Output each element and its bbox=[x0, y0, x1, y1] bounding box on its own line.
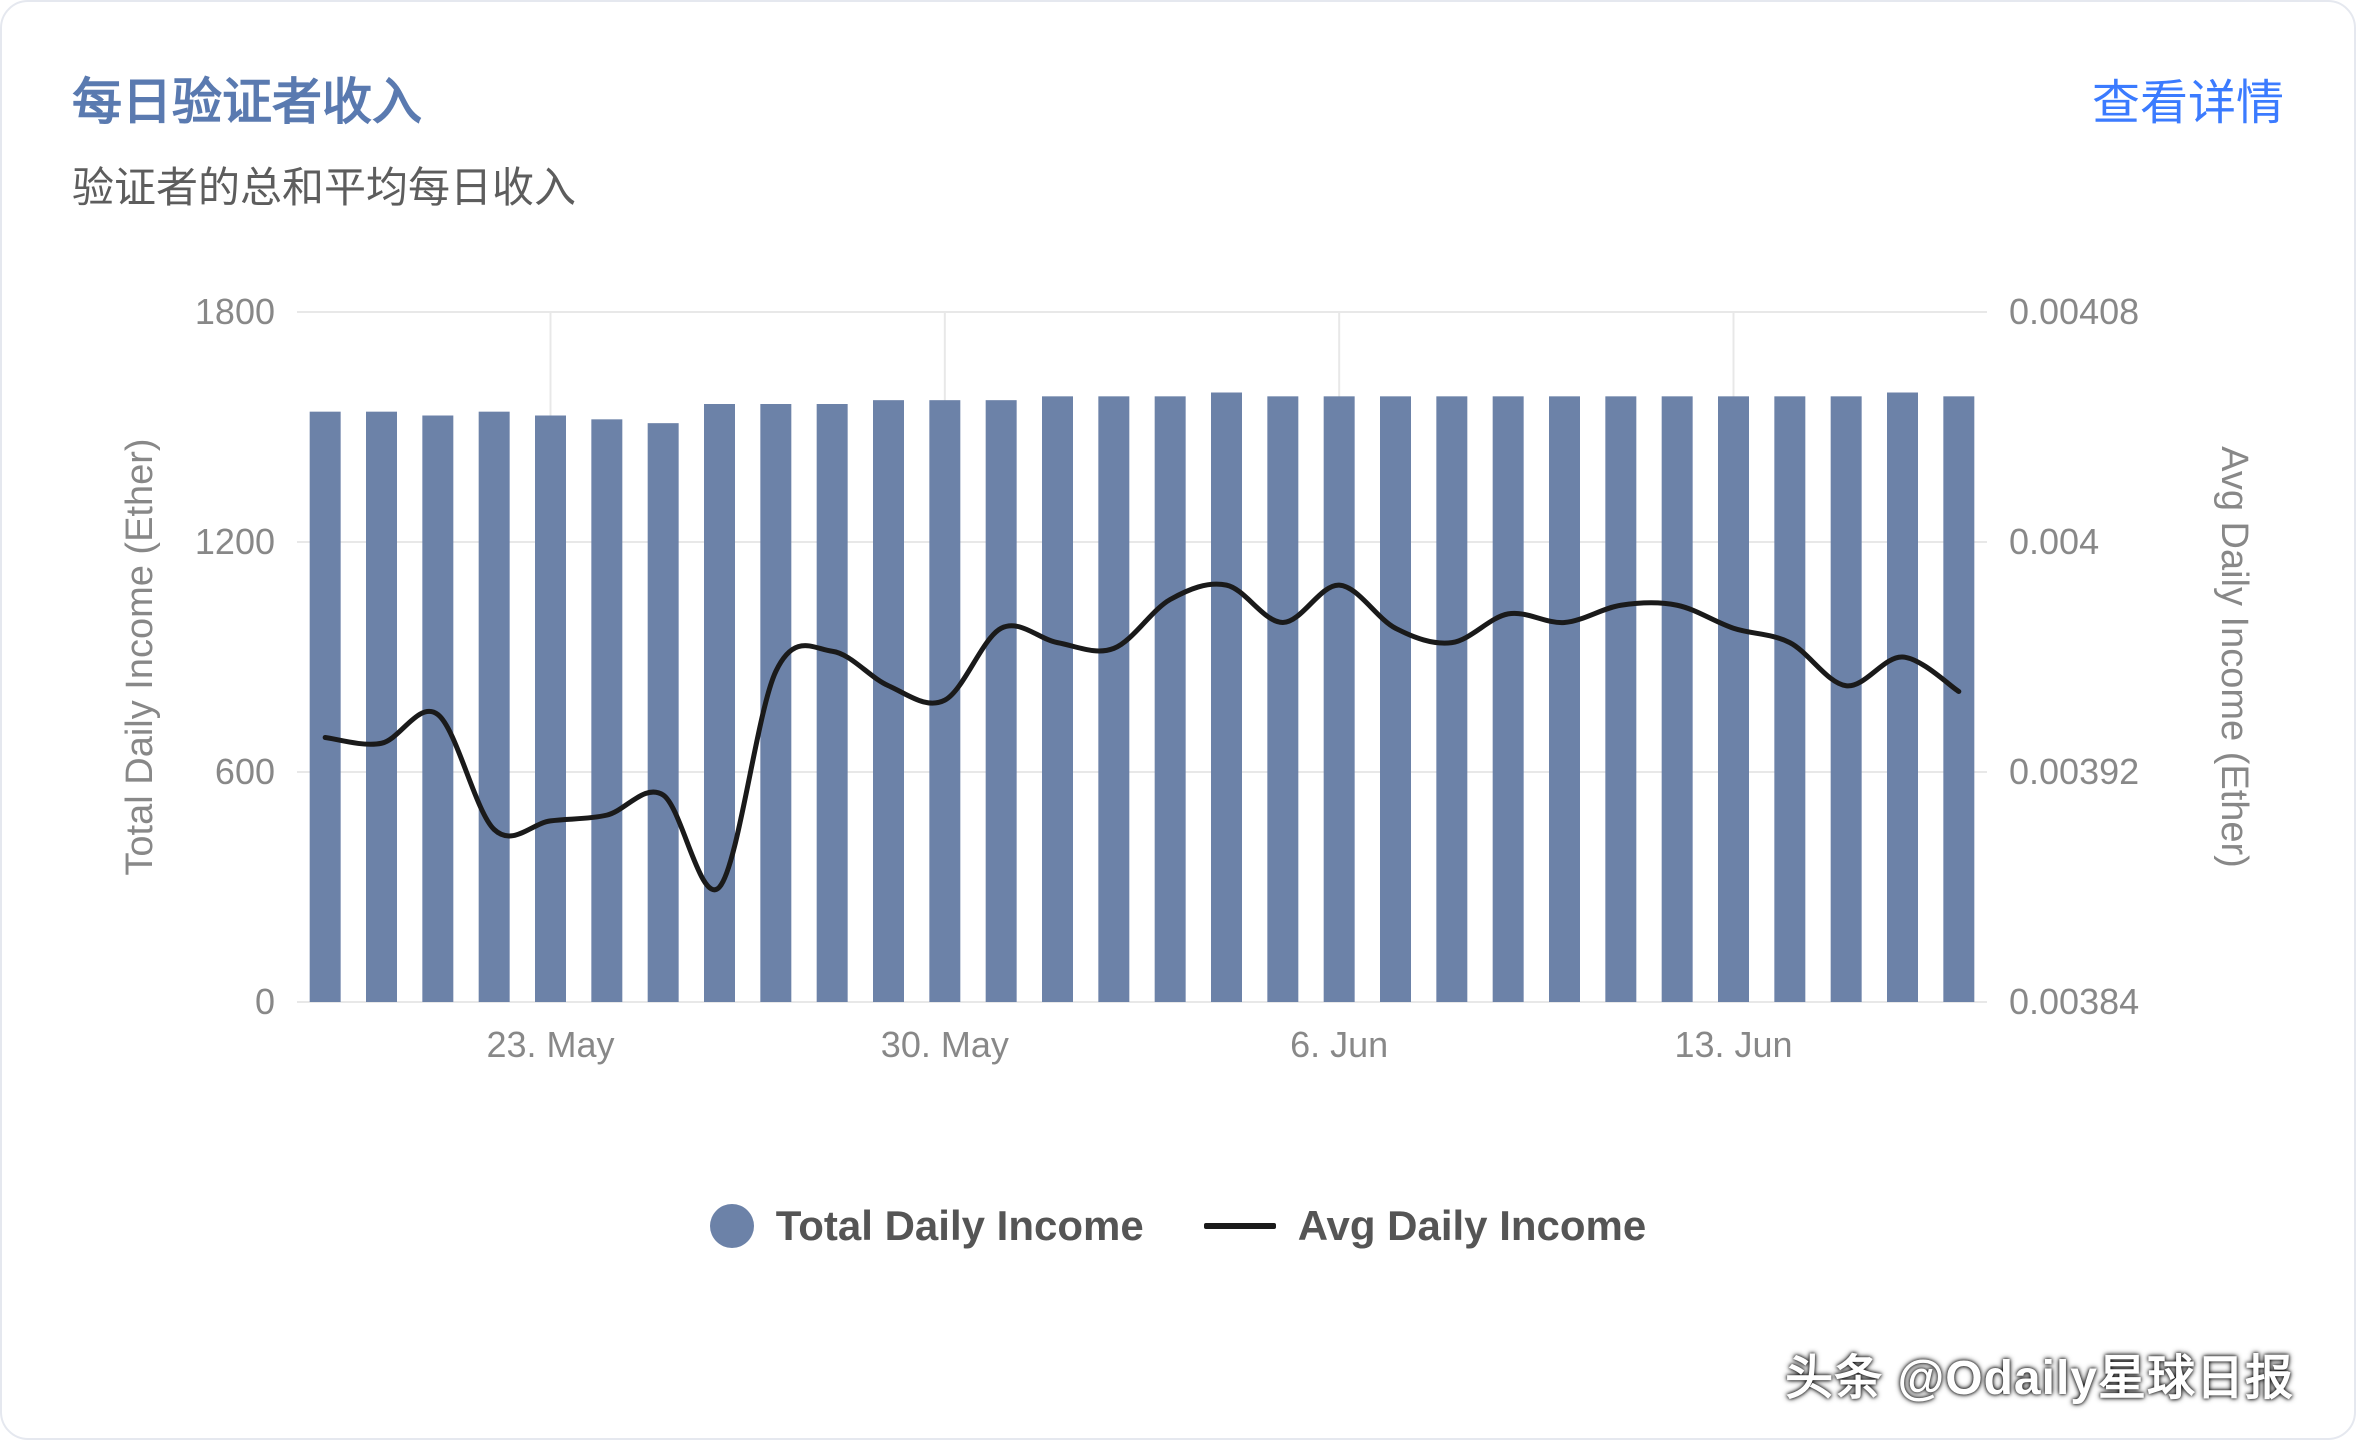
svg-text:30. May: 30. May bbox=[881, 1024, 1009, 1065]
chart-title: 每日验证者收入 bbox=[72, 62, 422, 134]
legend-item-bars: Total Daily Income bbox=[710, 1202, 1144, 1250]
svg-text:600: 600 bbox=[215, 751, 275, 792]
svg-text:1200: 1200 bbox=[195, 521, 275, 562]
svg-text:0.00384: 0.00384 bbox=[2009, 981, 2139, 1022]
chart-area: 0 600 1200 1800 0.00384 0.00392 0.004 0.00408 23… bbox=[112, 262, 2252, 1122]
svg-text:Avg Daily Income (Ether): Avg Daily Income (Ether) bbox=[2213, 446, 2252, 868]
svg-text:0.00408: 0.00408 bbox=[2009, 291, 2139, 332]
svg-text:1800: 1800 bbox=[195, 291, 275, 332]
legend-dot-icon bbox=[710, 1204, 754, 1248]
chart-svg: 0 600 1200 1800 0.00384 0.00392 0.004 0.00408 23… bbox=[112, 262, 2252, 1122]
legend-item-line: Avg Daily Income bbox=[1204, 1202, 1647, 1250]
chart-subtitle: 验证者的总和平均每日收入 bbox=[72, 154, 2284, 215]
watermark-text: 头条 @Odaily星球日报 bbox=[1785, 1338, 2294, 1408]
legend-bar-label: Total Daily Income bbox=[776, 1202, 1144, 1250]
svg-text:0.00392: 0.00392 bbox=[2009, 751, 2139, 792]
svg-text:Total Daily Income (Ether): Total Daily Income (Ether) bbox=[119, 438, 161, 875]
svg-text:6. Jun: 6. Jun bbox=[1290, 1024, 1388, 1065]
svg-text:0.004: 0.004 bbox=[2009, 521, 2099, 562]
view-details-link[interactable]: 查看详情 bbox=[2092, 63, 2284, 133]
legend-line-label: Avg Daily Income bbox=[1298, 1202, 1647, 1250]
chart-card: 每日验证者收入 查看详情 验证者的总和平均每日收入 0 600 1200 1800 0.… bbox=[0, 0, 2356, 1440]
header-row: 每日验证者收入 查看详情 bbox=[72, 62, 2284, 134]
legend: Total Daily Income Avg Daily Income bbox=[2, 1202, 2354, 1250]
legend-line-icon bbox=[1204, 1223, 1276, 1229]
svg-text:23. May: 23. May bbox=[486, 1024, 614, 1065]
svg-text:0: 0 bbox=[255, 981, 275, 1022]
svg-text:13. Jun: 13. Jun bbox=[1674, 1024, 1792, 1065]
